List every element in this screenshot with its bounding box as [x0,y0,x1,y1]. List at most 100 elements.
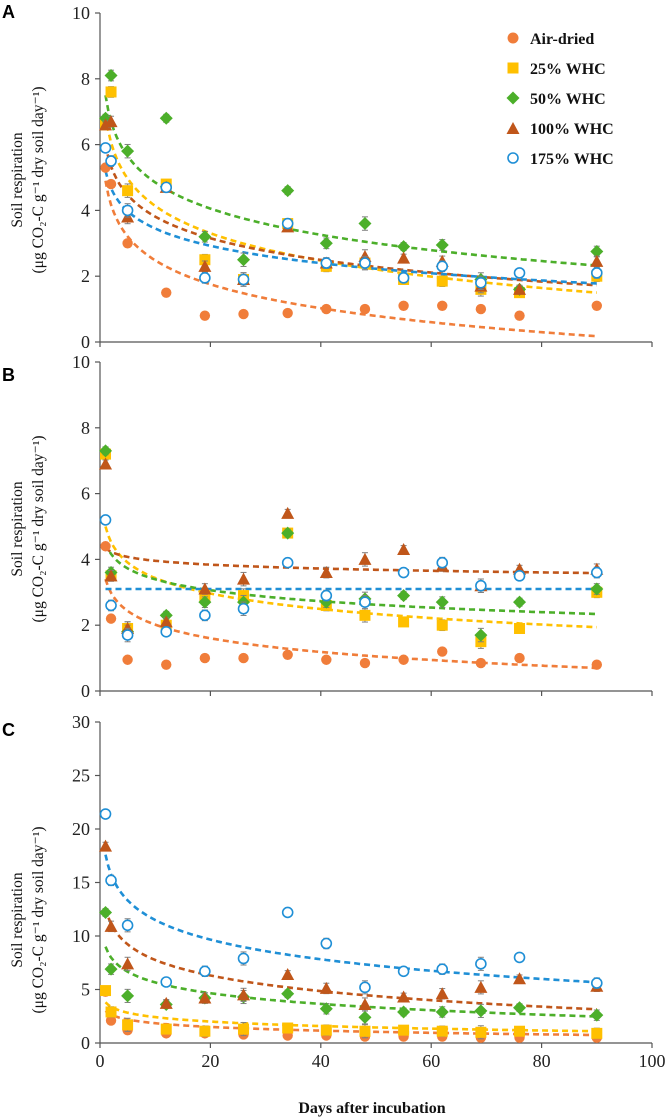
legend-item-25-whc: 25% WHC [507,61,606,78]
panel-a-point-50-whc [104,69,118,83]
panel-c-point-100-whc [198,991,212,1004]
legend-marker-25-whc [507,62,519,74]
panel-c-point-100-whc [397,990,411,1003]
panel-c-trendline-50-whc [104,946,597,1018]
panel-c-point-50-whc [435,1005,449,1019]
panel-b-point-175-whc [199,609,211,622]
panel-a-point-25-whc [199,254,211,266]
panel-c-x-tick-label: 40 [312,1051,330,1071]
legend-label-175-whc: 175% WHC [530,151,614,168]
panel-a-point-175-whc [475,276,487,289]
panel-c-point-25-whc [160,1023,172,1035]
panel-a-point-air-dried [321,303,332,315]
panel-b-point-175-whc [359,596,371,608]
legend-item-175-whc: 175% WHC [507,151,614,168]
panel-b-trendline-air-dried [104,578,597,670]
panel-b-letter: B [2,365,15,385]
panel-c-x-tick-label: 60 [422,1051,440,1071]
panel-a-point-100-whc [397,251,411,264]
panel-a-point-25-whc [122,185,134,197]
panel-a-y-label-line1: Soil respiration [9,132,26,227]
panel-c-point-175-whc [475,958,487,970]
panel-a-point-175-whc [105,155,117,167]
panel-c-letter: C [2,720,15,740]
panel-c-point-50-whc [397,1005,411,1019]
legend-item-air-dried: Air-dried [507,31,594,48]
panel-a-y-label-line2: (μg CO₂-C g⁻¹ dry soil day⁻¹) [30,86,47,273]
panel-a-point-100-whc [590,254,604,267]
panel-a-point-air-dried [359,303,371,315]
panel-a-y-tick-label: 10 [72,3,90,23]
panel-b-point-175-whc [99,514,112,526]
panel-a-point-50-whc [590,245,604,259]
panel-c-point-25-whc [436,1025,448,1037]
panel-a-y-axis-label: Soil respiration (μg CO₂-C g⁻¹ dry soil … [9,86,47,273]
panel-c-point-175-whc [359,981,371,994]
panel-c-x-tick-label: 80 [533,1051,551,1071]
panel-a-point-air-dried [161,287,172,298]
panel-a-point-25-whc [105,86,117,98]
panel-b-point-100-whc [104,569,118,582]
panel-c-point-25-whc [359,1025,371,1037]
panel-b-point-25-whc [199,590,211,602]
panel-b-point-100-whc [281,506,295,519]
legend-item-100-whc: 100% WHC [506,121,614,138]
panel-a-series-air-dried [100,162,602,321]
panel-a-point-50-whc [397,240,411,254]
panel-c-point-25-whc [282,1022,294,1034]
panel-c-series-25-whc [100,985,603,1040]
panel-c-point-25-whc [105,1006,117,1018]
panel-b-y-axis-label: Soil respiration (μg CO₂-C g⁻¹ dry soil … [9,435,47,622]
panel-b-point-air-dried [321,654,332,665]
panel-a-y-tick-label: 2 [81,266,90,286]
panel-b-y-tick-label: 8 [81,418,90,438]
panel-a-point-175-whc [99,142,112,154]
panel-b-series-25-whc [100,448,603,649]
panel-a-point-175-whc [359,257,371,269]
panel-a-point-175-whc [121,204,134,217]
legend-label-100-whc: 100% WHC [530,121,614,138]
panel-b-trendline-50-whc [104,542,597,616]
panel-c-y-axis-label: Soil respiration (μg CO₂-C g⁻¹ dry soil … [9,826,47,1013]
panel-a-point-100-whc [104,115,118,128]
panel-b-point-175-whc [320,589,333,602]
panel-b-point-50-whc [159,608,173,622]
panel-b-point-175-whc [121,629,134,641]
panel-c-point-50-whc [590,1008,604,1022]
panel-b-y-tick-label: 6 [81,484,90,504]
panel-c-point-175-whc [199,965,211,978]
panel-b-trendline-25-whc [104,526,597,629]
panel-a-trendline-air-dried [104,180,597,338]
panel-c-point-25-whc [122,1019,134,1031]
panel-c-point-100-whc [474,980,488,993]
panel-c-point-25-whc [475,1026,487,1038]
panel-b-point-50-whc [590,582,604,596]
panel-c-y-tick-label: 30 [72,712,90,732]
panel-b-point-air-dried [437,646,448,657]
panel-a-point-50-whc [435,238,449,252]
panel-b-point-175-whc [475,579,487,592]
panel-b-point-air-dried [161,659,172,670]
panel-b-point-air-dried [100,541,111,552]
legend-marker-100-whc [506,122,520,134]
panel-b-point-air-dried [282,649,293,661]
panel-b-y-label-line2: (μg CO₂-C g⁻¹ dry soil day⁻¹) [30,435,47,622]
panel-c-point-25-whc [238,1023,250,1035]
panel-a-point-air-dried [122,238,133,249]
panel-b-point-175-whc [590,566,603,579]
panel-a-point-50-whc [237,253,251,267]
panel-b-point-25-whc [398,616,410,628]
panel-a-point-50-whc [159,111,173,125]
panel-b-point-100-whc [99,457,113,470]
panel-b-point-100-whc [397,543,411,556]
panel-a-y-tick-label: 0 [81,332,90,352]
panel-c-x-tick-label: 100 [639,1051,666,1071]
panel-b-point-air-dried [122,654,133,665]
panel-c-point-25-whc [514,1025,526,1037]
panel-b-point-50-whc [397,589,411,603]
panel-a-point-50-whc [358,217,372,231]
panel-c-point-175-whc [105,874,117,887]
panel-c-point-100-whc [358,997,372,1010]
panel-a-trendline-175-whc [104,170,597,285]
legend-label-50-whc: 50% WHC [530,91,606,108]
